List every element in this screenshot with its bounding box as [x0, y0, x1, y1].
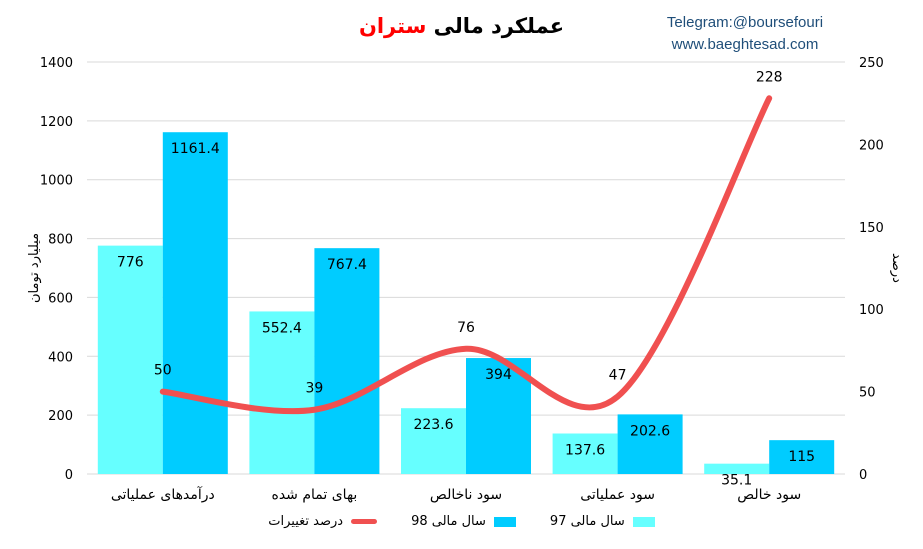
legend-swatch-change: [351, 519, 378, 524]
bar-97: [552, 433, 618, 474]
y-left-tick-label: 200: [48, 409, 73, 424]
data-label-97: 552.4: [262, 320, 302, 336]
legend-item-change: درصد تغییرات: [268, 514, 378, 529]
y-right-tick-label: 100: [859, 303, 884, 318]
change-line: [159, 95, 773, 415]
legend-swatch-98: [493, 516, 516, 527]
bar-98: [769, 440, 835, 474]
chart-title: ستران عملکرد مالی: [0, 14, 923, 38]
y-left-tick-label: 400: [48, 350, 73, 365]
bar-98: [617, 414, 683, 474]
watermark-website: www.baeghtesad.com: [671, 36, 819, 53]
legend: سال مالی 97 سال مالی 98 درصد تغییرات: [0, 514, 923, 529]
data-label-98: 1161.4: [171, 141, 220, 157]
y-right-tick-label: 50: [859, 386, 876, 401]
bar-98: [162, 132, 228, 475]
y-left-tick-label: 0: [65, 468, 73, 483]
data-label-change: 50: [154, 363, 172, 379]
watermark-telegram: Telegram:@boursefouri: [666, 14, 824, 31]
y-right-tick-label: 250: [859, 56, 884, 71]
data-label-98: 767.4: [327, 257, 367, 273]
bar-98: [314, 248, 380, 474]
data-label-change: 228: [756, 69, 783, 85]
watermark: Telegram:@boursefouri www.baeghtesad.com: [640, 12, 850, 56]
bar-97: [401, 408, 466, 474]
bar-97: [704, 463, 770, 474]
data-label-change: 76: [457, 320, 475, 336]
data-label-97: 35.1: [721, 473, 752, 489]
x-tick-label: درآمدهای عملیاتی: [111, 486, 215, 503]
data-label-98: 202.6: [630, 423, 670, 439]
y-left-tick-label: 800: [48, 233, 73, 248]
legend-label-change: درصد تغییرات: [268, 514, 344, 529]
legend-item-98: سال مالی 98: [411, 514, 516, 529]
chart-title-symbol: ستران: [358, 14, 427, 38]
legend-label-97: سال مالی 97: [549, 514, 625, 529]
bar-97: [97, 245, 163, 474]
y-right-tick-label: 150: [859, 221, 884, 236]
data-label-change: 39: [305, 381, 323, 397]
y-left-tick-label: 1000: [40, 174, 73, 189]
bar-98: [466, 358, 531, 474]
x-tick-label: سود خالص: [737, 487, 801, 503]
data-label-98: 115: [788, 449, 815, 465]
data-label-change: 47: [609, 368, 627, 384]
y-left-tick-label: 1200: [40, 115, 73, 130]
chart-title-prefix: عملکرد مالی: [433, 14, 565, 38]
data-label-97: 776: [117, 255, 144, 271]
data-label-97: 223.6: [413, 417, 453, 433]
legend-label-98: سال مالی 98: [411, 514, 486, 529]
x-tick-label: سود ناخالص: [430, 487, 502, 503]
legend-item-97: سال مالی 97: [550, 514, 655, 529]
y-left-tick-label: 1400: [40, 56, 73, 71]
x-tick-label: بهای تمام شده: [271, 487, 357, 503]
data-label-98: 394: [485, 367, 512, 383]
x-tick-label: سود عملیاتی: [580, 487, 655, 503]
y-right-tick-label: 200: [859, 138, 884, 153]
data-label-97: 137.6: [565, 443, 605, 459]
legend-swatch-97: [632, 516, 655, 527]
y-left-axis-title: میلیارد تومان: [27, 233, 42, 303]
bar-97: [249, 311, 315, 474]
y-right-tick-label: 0: [859, 468, 867, 483]
y-right-axis-title: درصد: [889, 253, 904, 283]
y-left-tick-label: 600: [48, 291, 73, 306]
